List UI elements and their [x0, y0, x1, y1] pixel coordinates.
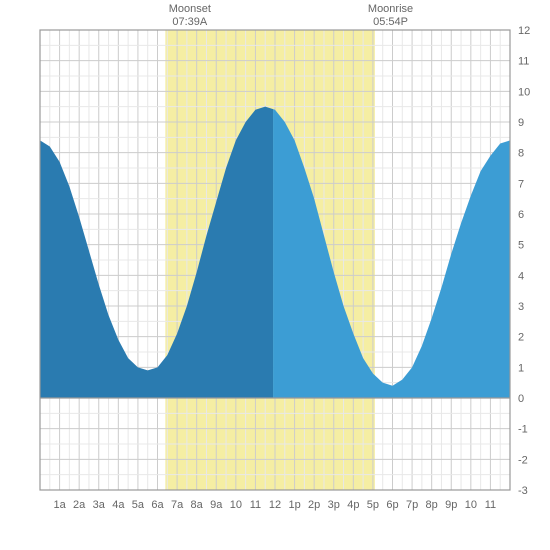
- y-tick-label: 1: [518, 362, 524, 374]
- x-axis-labels: 1a 2a 3a 4a 5a 6a 7a 8a 9a 10 11 12 1p 2p 3p 4p 5p 6p 7p 8p…: [53, 499, 496, 511]
- y-tick-label: -3: [518, 485, 528, 497]
- y-tick-label: 8: [518, 148, 524, 160]
- y-tick-label: 9: [518, 117, 524, 129]
- moonrise-title: Moonrise: [368, 3, 413, 15]
- x-tick-label: 6a: [151, 499, 164, 511]
- moonrise-value: 05:54P: [373, 16, 408, 28]
- y-tick-label: 12: [518, 25, 530, 37]
- tide-chart: -3-2-101234567891011121a2a3a4a5a6a7a8a9a…: [0, 0, 550, 550]
- x-tick-label: 3p: [328, 499, 340, 511]
- x-tick-label: 11: [485, 499, 496, 511]
- x-tick-label: 1p: [288, 499, 300, 511]
- x-tick-label: 2a: [73, 499, 86, 511]
- y-tick-label: 6: [518, 209, 524, 221]
- x-tick-label: 5p: [367, 499, 379, 511]
- x-tick-label: 8a: [191, 499, 204, 511]
- x-tick-label: 6p: [386, 499, 398, 511]
- x-tick-label: 9p: [445, 499, 457, 511]
- x-tick-label: 12: [269, 499, 281, 511]
- x-tick-label: 10: [230, 499, 242, 511]
- x-tick-label: 8p: [426, 499, 438, 511]
- y-tick-label: 4: [518, 270, 524, 282]
- x-tick-label: 10: [465, 499, 477, 511]
- y-tick-label: -2: [518, 454, 528, 466]
- x-tick-label: 1a: [53, 499, 66, 511]
- y-tick-label: 11: [518, 56, 529, 68]
- x-tick-label: 9a: [210, 499, 223, 511]
- y-tick-label: -1: [518, 424, 528, 436]
- y-tick-label: 0: [518, 393, 524, 405]
- x-tick-label: 5a: [132, 499, 145, 511]
- x-tick-label: 4a: [112, 499, 125, 511]
- x-tick-label: 3a: [93, 499, 106, 511]
- x-tick-label: 7a: [171, 499, 184, 511]
- x-tick-label: 11: [250, 499, 261, 511]
- moonset-value: 07:39A: [172, 16, 208, 28]
- x-tick-label: 7p: [406, 499, 418, 511]
- y-tick-label: 3: [518, 301, 524, 313]
- y-tick-label: 5: [518, 240, 524, 252]
- y-tick-label: 10: [518, 86, 530, 98]
- y-tick-label: 2: [518, 332, 524, 344]
- x-tick-label: 4p: [347, 499, 359, 511]
- x-tick-label: 2p: [308, 499, 320, 511]
- y-tick-label: 7: [518, 178, 524, 190]
- moonset-title: Moonset: [169, 3, 211, 15]
